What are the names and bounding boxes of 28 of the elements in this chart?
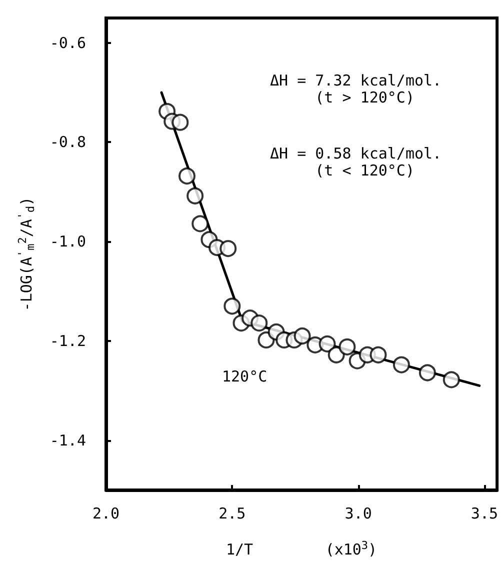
x-tick-label: 3.0 bbox=[344, 504, 372, 522]
point bbox=[294, 327, 311, 344]
point bbox=[418, 364, 436, 382]
point bbox=[328, 346, 345, 364]
x-tick-label: 2.5 bbox=[218, 504, 246, 522]
y-tick-label: -0.6 bbox=[50, 34, 86, 52]
x-tick-label: 2.0 bbox=[92, 504, 120, 522]
point bbox=[224, 298, 241, 315]
point bbox=[178, 168, 196, 184]
y-tick-label: -1.2 bbox=[50, 332, 86, 350]
y-tick-label: -1.0 bbox=[50, 232, 86, 251]
y-axis-title: -LOG(A'm2/A'd) bbox=[16, 196, 37, 312]
point bbox=[338, 338, 356, 356]
point bbox=[192, 215, 209, 232]
point bbox=[318, 335, 336, 352]
point bbox=[220, 240, 237, 258]
point bbox=[370, 346, 387, 364]
y-tick-label: -0.8 bbox=[50, 133, 86, 152]
x-tick-label: 3.5 bbox=[470, 504, 498, 522]
point bbox=[172, 114, 189, 131]
annotation: ΔH = 7.32 kcal/mol. (t > 120°C) bbox=[270, 72, 442, 106]
point bbox=[392, 356, 410, 374]
y-tick-label: -1.4 bbox=[50, 431, 86, 450]
annotation: ΔH = 0.58 kcal/mol. (t < 120°C) bbox=[270, 144, 442, 180]
annotation: 120°C bbox=[222, 368, 268, 386]
point bbox=[186, 187, 204, 204]
point bbox=[250, 314, 268, 332]
point bbox=[442, 371, 460, 388]
